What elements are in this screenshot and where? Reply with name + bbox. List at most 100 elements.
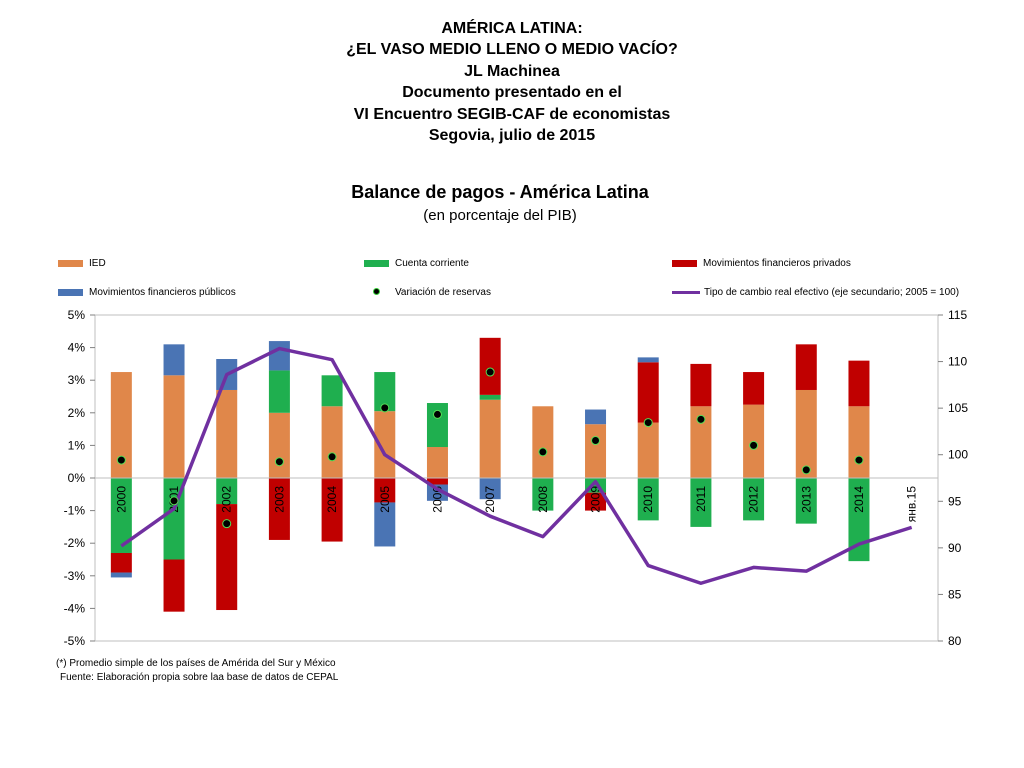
marker-reservas (591, 436, 601, 446)
legend-item-ied: IED (58, 258, 106, 269)
bar-ied (216, 389, 238, 478)
bar-cuenta (690, 478, 712, 527)
chart-title: Balance de pagos - América Latina (351, 182, 649, 202)
y-tick-label: -3% (64, 569, 86, 583)
bar-publicos (110, 572, 132, 578)
y-tick-label: -4% (64, 601, 86, 615)
legend-swatch-cuenta-corriente (364, 260, 389, 267)
bar-publicos (479, 478, 501, 500)
bar-ied (268, 412, 290, 478)
x-tick-label: 2002 (220, 486, 234, 513)
marker-reservas (432, 409, 442, 419)
x-tick-label: 2007 (483, 486, 497, 513)
legend-item-privados: Movimientos financieros privados (672, 258, 851, 269)
legend-label-privados: Movimientos financieros privados (703, 258, 851, 269)
x-tick-label: 2005 (378, 486, 392, 513)
marker-reservas (380, 403, 390, 413)
marker-reservas (801, 465, 811, 475)
bar-cuenta (426, 403, 448, 448)
bar-ied (848, 406, 870, 478)
presentation-header: AMÉRICA LATINA: ¿EL VASO MEDIO LLENO O M… (0, 18, 1024, 146)
bar-privados (110, 552, 132, 573)
bar-cuenta (848, 478, 870, 562)
legend-item-publicos: Movimientos financieros públicos (58, 287, 236, 298)
y2-tick-label: 105 (948, 401, 968, 415)
marker-reservas (116, 455, 126, 465)
y2-tick-label: 115 (948, 308, 967, 322)
x-tick-label: 2013 (799, 486, 813, 513)
bar-privados (479, 337, 501, 395)
y2-tick-label: 100 (948, 448, 968, 462)
bar-privados (268, 478, 290, 540)
y-tick-label: 5% (68, 308, 86, 322)
bar-privados (216, 504, 238, 611)
legend-swatch-ied (58, 260, 83, 267)
legend-item-tipo-cambio: Tipo de cambio real efectivo (eje secund… (672, 287, 959, 298)
bar-cuenta (795, 478, 817, 524)
legend-label-tipo-cambio: Tipo de cambio real efectivo (eje secund… (704, 287, 960, 298)
legend-label-cuenta-corriente: Cuenta corriente (395, 258, 469, 269)
x-tick-label: 2004 (325, 486, 339, 513)
x-tick-label: 2014 (852, 486, 866, 513)
legend-swatch-publicos (58, 289, 83, 296)
bar-cuenta (479, 394, 501, 400)
legend-item-reservas: Variación de reservas (364, 287, 491, 298)
marker-reservas (854, 455, 864, 465)
bar-cuenta (532, 478, 554, 511)
bar-ied (585, 424, 607, 478)
marker-reservas (327, 452, 337, 462)
bar-privados (426, 478, 448, 485)
legend-label-publicos: Movimientos financieros públicos (89, 287, 236, 298)
bar-privados (795, 344, 817, 390)
legend-swatch-privados (672, 260, 697, 267)
bar-ied (637, 422, 659, 478)
y-tick-label: 4% (68, 341, 86, 355)
bar-ied (110, 372, 132, 478)
header-line-1: AMÉRICA LATINA: (441, 20, 583, 37)
x-tick-label: 2003 (272, 486, 286, 513)
y2-tick-label: 95 (948, 494, 962, 508)
header-line-6: Segovia, julio de 2015 (428, 127, 596, 145)
marker-reservas (696, 414, 706, 424)
bar-publicos (163, 344, 185, 376)
x-tick-label: 2011 (694, 486, 708, 512)
bar-cuenta (374, 372, 396, 412)
x-tick-label: 2009 (589, 486, 603, 513)
legend-marker-reservas (364, 288, 389, 297)
y2-tick-label: 85 (948, 587, 962, 601)
y-tick-label: -5% (64, 634, 86, 648)
bar-ied (163, 375, 185, 478)
bar-privados (585, 492, 607, 511)
bar-privados (374, 478, 396, 503)
footnote: (*) Promedio simple de los países de Amé… (56, 658, 336, 669)
bar-ied (374, 411, 396, 478)
bar-cuenta (321, 375, 343, 407)
x-tick-label: 2010 (641, 486, 655, 513)
marker-reservas (538, 447, 548, 457)
header-line-5: VI Encuentro SEGIB-CAF de economistas (353, 105, 671, 123)
bar-ied (321, 406, 343, 478)
header-line-3: JL Machinea (464, 62, 560, 80)
x-tick-label: янв.15 (905, 486, 919, 523)
y-tick-label: 2% (68, 406, 86, 420)
bar-ied (426, 447, 448, 478)
bar-cuenta (216, 478, 238, 505)
bar-cuenta (268, 370, 290, 413)
bar-publicos (426, 484, 448, 501)
bar-cuenta (110, 478, 132, 553)
y-tick-label: 3% (68, 373, 86, 387)
bar-privados (637, 362, 659, 423)
legend-item-cuenta-corriente: Cuenta corriente (364, 258, 469, 269)
bar-ied (690, 406, 712, 478)
marker-reservas (169, 496, 179, 506)
bar-privados (848, 360, 870, 407)
x-tick-label: 2008 (536, 486, 550, 513)
y-tick-label: 0% (68, 471, 86, 485)
y2-tick-label: 80 (948, 634, 962, 648)
bar-privados (163, 559, 185, 612)
bar-publicos (268, 341, 290, 371)
bar-privados (321, 478, 343, 542)
legend-label-ied: IED (89, 258, 106, 269)
y-tick-label: -1% (64, 504, 86, 518)
